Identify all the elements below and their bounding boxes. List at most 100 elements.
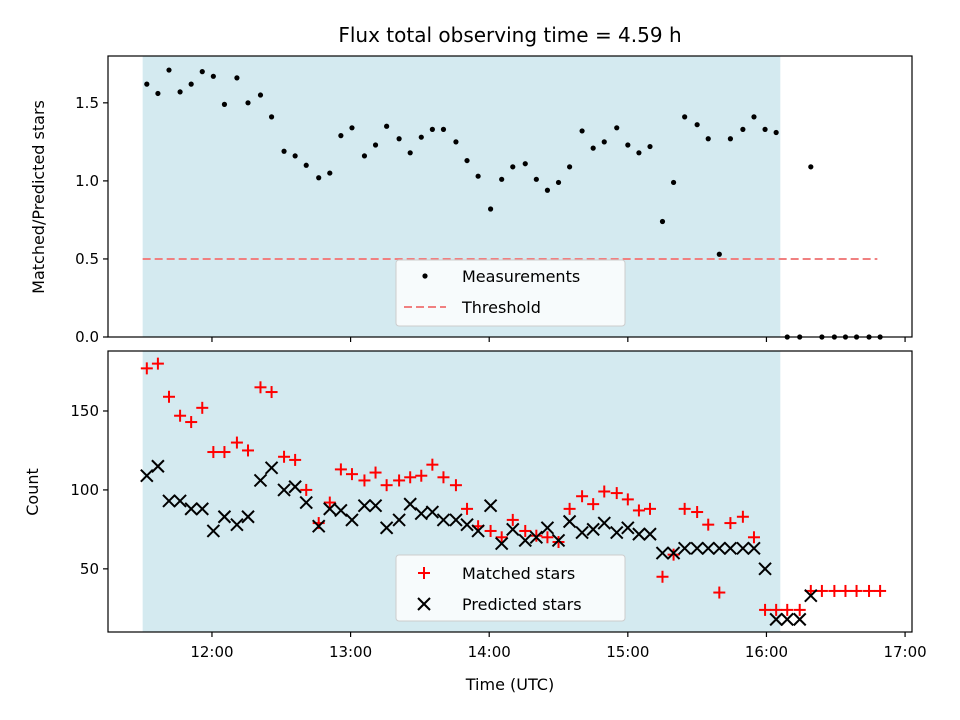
predicted-star-point	[151, 459, 165, 473]
bottom-legend-box	[395, 554, 626, 622]
top-points-layer	[144, 67, 883, 340]
measurement-point	[384, 123, 390, 129]
x-tick-label: 12:00	[190, 643, 233, 661]
measurement-point	[522, 161, 528, 167]
predicted-star-point	[483, 499, 498, 513]
predicted-star-point	[643, 527, 657, 541]
measurement-point	[808, 164, 814, 170]
measurement-point	[694, 122, 700, 128]
matched-star-point	[437, 471, 450, 484]
predicted-star-point	[241, 510, 255, 524]
matched-star-point	[828, 584, 841, 597]
x-tick-label: 17:00	[883, 643, 926, 661]
predicted-star-point	[173, 494, 187, 508]
matched-star-point	[552, 536, 565, 549]
matched-star-point	[484, 524, 497, 537]
measurement-point	[475, 173, 481, 179]
predicted-star-point	[780, 612, 794, 627]
bottom-y-axis-label: Count	[23, 468, 42, 516]
legend-matched-marker	[418, 567, 430, 579]
predicted-star-point	[712, 541, 727, 556]
predicted-star-point	[403, 497, 417, 511]
predicted-star-point	[184, 502, 198, 516]
measurement-point	[555, 179, 562, 186]
predicted-star-point	[723, 541, 738, 556]
bottom-y-tick-label: 150	[70, 402, 99, 420]
predicted-star-point	[299, 495, 313, 510]
predicted-star-point	[162, 494, 176, 508]
matched-star-point	[185, 416, 198, 429]
predicted-star-point	[736, 541, 750, 556]
predicted-star-point	[666, 546, 681, 560]
predicted-star-point	[460, 517, 474, 532]
measurement-point	[316, 175, 322, 181]
matched-star-point	[724, 517, 737, 530]
measurement-point	[234, 75, 240, 81]
measurement-point	[762, 126, 768, 132]
predicted-star-point	[323, 502, 337, 516]
legend-predicted-label: Predicted stars	[462, 595, 582, 614]
predicted-star-point	[586, 522, 600, 537]
measurement-point	[268, 114, 275, 120]
matched-star-point	[781, 603, 794, 616]
matched-star-point	[393, 474, 406, 487]
chart-title: Flux total observing time = 4.59 h	[338, 23, 681, 47]
top-legend: Measurements Threshold	[395, 259, 626, 327]
predicted-star-point	[518, 533, 532, 548]
matched-star-point	[713, 586, 726, 599]
legend-matched-label: Matched stars	[462, 564, 575, 583]
predicted-star-point	[379, 521, 394, 535]
top-axes-frame	[107, 55, 913, 338]
matched-star-point	[667, 548, 680, 561]
predicted-star-point	[597, 516, 611, 530]
measurement-point	[349, 125, 355, 131]
predicted-star-point	[758, 562, 772, 576]
legend-measurements-marker	[422, 273, 428, 279]
bottom-y-tick-label: 100	[70, 481, 99, 499]
matched-star-point	[404, 471, 417, 484]
measurement-point	[327, 170, 333, 176]
x-tick-label: 13:00	[329, 643, 372, 661]
measurement-point	[625, 142, 631, 148]
matched-star-point	[323, 496, 336, 509]
measurement-point	[210, 73, 216, 79]
predicted-star-point	[610, 525, 624, 540]
measurement-point	[579, 128, 585, 134]
matched-star-point	[289, 453, 302, 466]
bottom-axes-frame	[107, 350, 913, 633]
predicted-star-point	[529, 530, 544, 544]
predicted-star-point	[575, 525, 589, 540]
measurement-point	[440, 126, 447, 132]
matched-star-point	[369, 466, 382, 479]
measurement-point	[292, 153, 298, 159]
matched-star-point	[278, 450, 291, 463]
predicted-star-point	[506, 522, 520, 537]
matched-star-point	[863, 584, 876, 597]
measurement-point	[499, 176, 505, 182]
top-y-tick-label: 0.5	[75, 250, 99, 268]
matched-star-point	[736, 510, 749, 523]
matched-star-point	[380, 479, 393, 492]
predicted-star-point	[540, 521, 555, 535]
top-y-tick-label: 0.0	[75, 328, 99, 346]
predicted-star-point	[701, 541, 715, 556]
x-tick-label: 16:00	[745, 643, 788, 661]
measurement-point	[751, 114, 757, 120]
matched-star-point	[415, 469, 428, 482]
matched-star-point	[196, 401, 209, 414]
matched-star-point	[334, 463, 347, 476]
predicted-star-point	[288, 480, 302, 494]
measurement-point	[510, 164, 516, 170]
measurement-point	[199, 69, 205, 75]
predicted-star-point	[195, 502, 209, 516]
predicted-star-point	[425, 505, 440, 519]
measurement-point	[464, 157, 470, 164]
top-y-tick-label: 1.5	[75, 94, 99, 112]
bottom-legend: Matched stars Predicted stars	[395, 554, 626, 622]
measurement-point	[144, 81, 150, 87]
matched-star-point	[140, 362, 153, 375]
predicted-star-point	[357, 499, 372, 513]
matched-star-point	[242, 444, 255, 457]
measurement-point	[155, 90, 161, 97]
